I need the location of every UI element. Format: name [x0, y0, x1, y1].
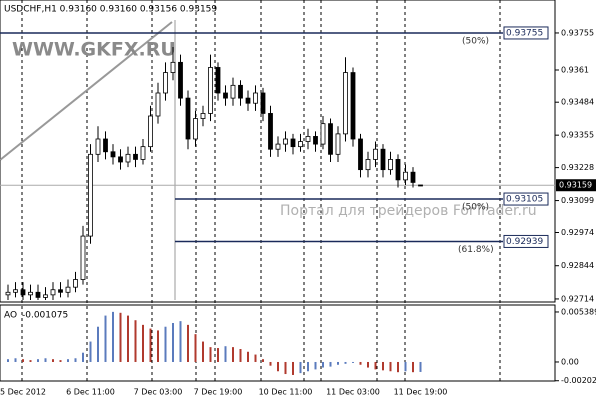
candle-body [305, 136, 311, 142]
candle-body [290, 138, 296, 148]
level-value: 0.93755 [506, 28, 543, 38]
indicator-value: -0.001075 [22, 311, 68, 321]
candle-body [125, 153, 131, 163]
candle-body [373, 148, 378, 160]
level-box [503, 192, 549, 206]
level-box [503, 26, 549, 40]
candle-body [245, 97, 251, 104]
x-tick-label: 10 Dec 11:00 [259, 388, 313, 397]
watermark: Портал для трейдеров ForTrader.ru [280, 203, 537, 219]
candle-body [13, 289, 18, 293]
candle-body [73, 279, 78, 288]
candle-body [133, 153, 138, 160]
candle-body [253, 92, 258, 104]
x-tick-label: 11 Dec 03:00 [326, 388, 380, 397]
candle-body [403, 171, 408, 181]
y-tick-label: 0.93228 [561, 163, 594, 172]
y-tick-label: -0.002021 [561, 376, 596, 385]
candle-body [268, 113, 273, 150]
candle-body [163, 72, 168, 94]
candle-body [380, 148, 386, 171]
candle-body [110, 151, 116, 158]
candle-body [298, 141, 303, 148]
y-tick-label: 0.005389 [561, 307, 596, 316]
y-tick-label: 0.92714 [561, 294, 594, 303]
level-label: (50%) [462, 203, 489, 213]
candle-body [65, 286, 71, 293]
candle-body [148, 115, 153, 148]
candle-body [275, 143, 281, 150]
candle-body [185, 97, 191, 140]
candle-body [313, 136, 318, 145]
indicator-name: AO [4, 311, 17, 321]
candle-body [20, 289, 26, 296]
level-label: (50%) [462, 36, 489, 46]
candle-body [200, 113, 206, 119]
y-tick-label: 0.92844 [561, 261, 594, 270]
candle-body [328, 123, 333, 155]
current-price-box [556, 179, 596, 192]
candle-body [215, 67, 221, 94]
x-tick-label: 5 Dec 2012 [0, 388, 46, 397]
candle-body [343, 72, 348, 135]
candle-body [208, 67, 213, 114]
candle-body [193, 118, 198, 140]
candle-body [418, 184, 423, 187]
candle-body [88, 153, 93, 237]
level-value: 0.92939 [506, 237, 543, 247]
candle-body [35, 291, 41, 298]
candle-body [230, 84, 236, 99]
candle-body [118, 156, 123, 163]
candle-body [260, 92, 266, 114]
candle-body [178, 61, 183, 99]
current-price-label: 0.93159 [559, 181, 592, 190]
level-box [503, 234, 549, 248]
candle-body [320, 123, 326, 145]
candle-body [395, 159, 401, 181]
y-tick-label: 0.93755 [561, 28, 594, 37]
candle-body [103, 138, 108, 153]
candle-body [350, 72, 356, 140]
candle-body [410, 171, 416, 183]
candle-body [58, 289, 63, 293]
candle-body [388, 159, 393, 171]
candle-body [5, 291, 11, 296]
candle-body [335, 133, 341, 155]
x-tick-label: 11 Dec 19:00 [394, 388, 448, 397]
candle-body [140, 146, 146, 160]
level-value: 0.93105 [506, 195, 543, 205]
candle-body [365, 159, 371, 171]
candle-body [238, 84, 243, 99]
candle-body [170, 61, 176, 73]
x-tick-label: 6 Dec 11:00 [66, 388, 115, 397]
candle-body [28, 291, 33, 296]
candle-body [283, 138, 288, 145]
x-tick-label: 7 Dec 19:00 [194, 388, 243, 397]
candle-body [50, 289, 56, 296]
y-tick-label: 0.00 [561, 357, 579, 366]
level-label: (61.8%) [458, 245, 494, 255]
candle-body [358, 138, 363, 171]
y-tick-label: 0.93355 [561, 131, 594, 140]
y-tick-label: 0.9361 [561, 66, 589, 75]
trend-line [0, 21, 173, 161]
candle-body [95, 138, 101, 155]
x-tick-label: 7 Dec 03:00 [134, 388, 183, 397]
y-tick-label: 0.93484 [561, 98, 594, 107]
watermark: WWW.GKFX.RU [12, 39, 176, 61]
chart-title: USDCHF,H1 0.93160 0.93160 0.93156 0.9315… [4, 5, 217, 15]
candle-body [80, 235, 86, 280]
candle-body [155, 92, 161, 117]
candle-body [223, 92, 228, 99]
y-tick-label: 0.93099 [561, 196, 594, 205]
candle-body [43, 294, 48, 298]
y-tick-label: 0.92974 [561, 228, 594, 237]
